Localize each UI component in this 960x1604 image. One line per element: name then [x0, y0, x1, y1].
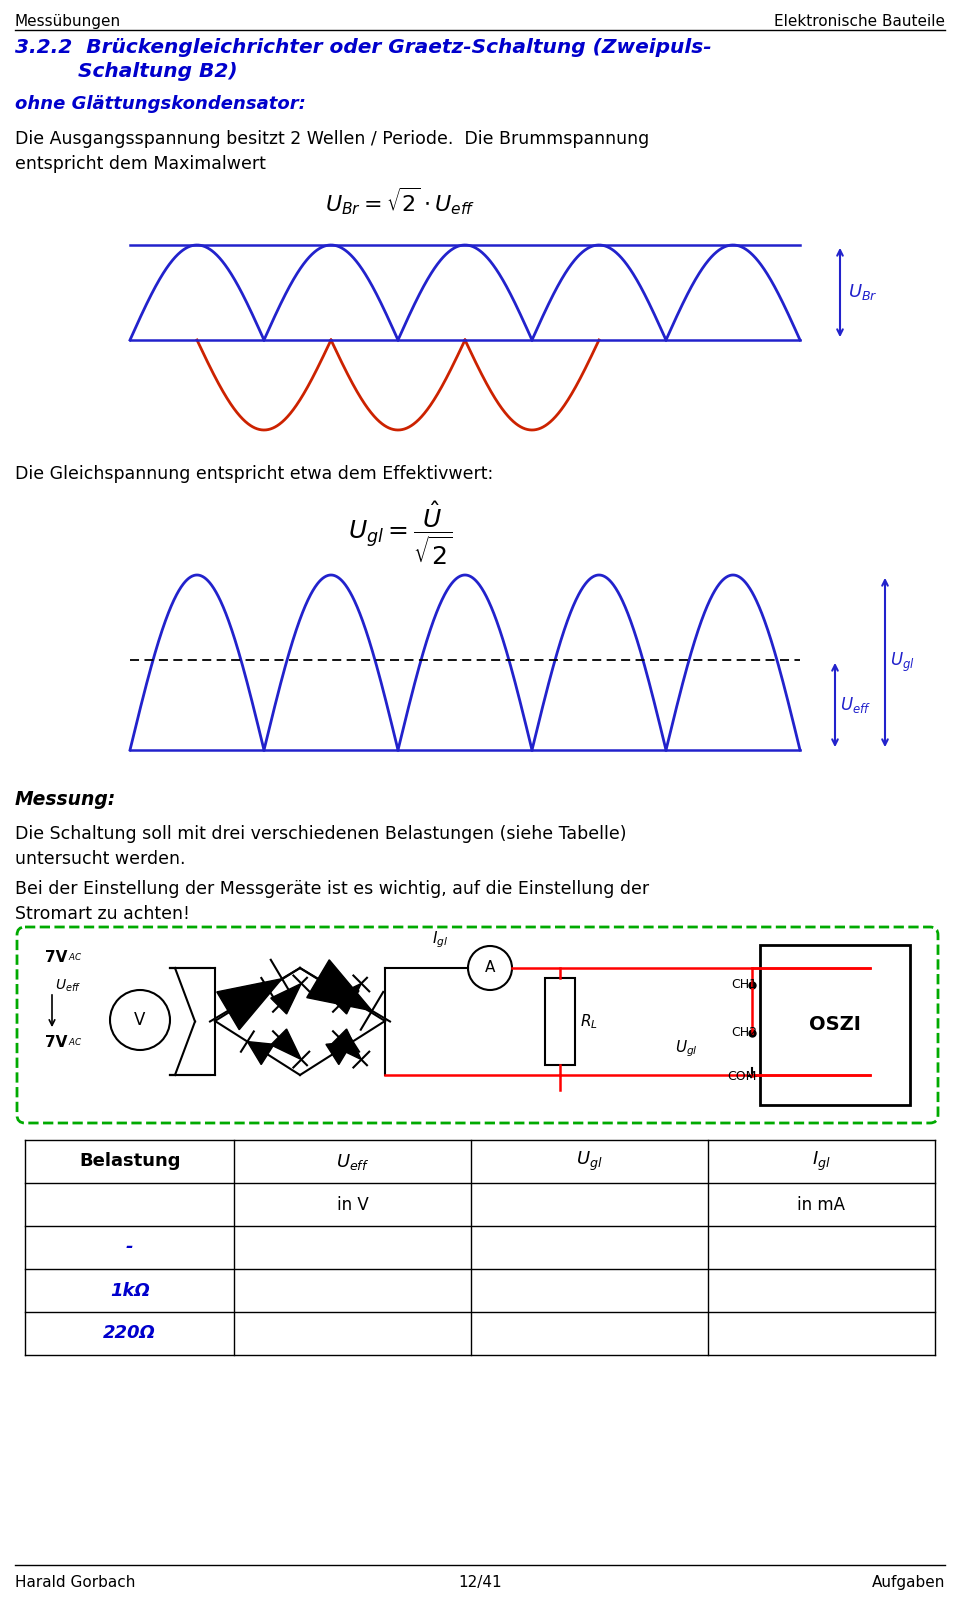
Polygon shape: [331, 983, 361, 1014]
Polygon shape: [271, 983, 301, 1014]
Text: Schaltung B2): Schaltung B2): [15, 63, 238, 80]
Text: Bei der Einstellung der Messgeräte ist es wichtig, auf die Einstellung der: Bei der Einstellung der Messgeräte ist e…: [15, 881, 649, 898]
Text: $_{AC}$: $_{AC}$: [68, 1035, 83, 1047]
Text: OSZI: OSZI: [809, 1015, 861, 1035]
Text: ohne Glättungskondensator:: ohne Glättungskondensator:: [15, 95, 306, 112]
Text: $U_{gl}$: $U_{gl}$: [675, 1038, 698, 1059]
Text: $R_L$: $R_L$: [580, 1012, 598, 1031]
Polygon shape: [307, 959, 372, 1011]
Polygon shape: [241, 988, 268, 1011]
Polygon shape: [217, 978, 282, 1030]
Text: $U_{eff}$: $U_{eff}$: [840, 695, 871, 715]
Text: 220Ω: 220Ω: [104, 1325, 156, 1343]
Text: $U_{eff}$: $U_{eff}$: [55, 978, 82, 994]
Text: 7V: 7V: [45, 950, 67, 966]
Text: Aufgaben: Aufgaben: [872, 1575, 945, 1590]
Text: COM: COM: [728, 1070, 757, 1083]
Polygon shape: [271, 1030, 301, 1060]
Bar: [760, 945, 910, 1105]
Text: 1kΩ: 1kΩ: [109, 1282, 150, 1299]
Text: CH1: CH1: [731, 978, 757, 991]
Text: V: V: [134, 1011, 146, 1030]
Text: $U_{Br}$: $U_{Br}$: [848, 282, 877, 303]
Text: Messübungen: Messübungen: [15, 14, 121, 29]
Text: Harald Gorbach: Harald Gorbach: [15, 1575, 135, 1590]
Text: $U_{Br} = \sqrt{2} \cdot U_{eff}$: $U_{Br} = \sqrt{2} \cdot U_{eff}$: [324, 184, 475, 217]
Text: -: -: [126, 1238, 133, 1256]
Text: in mA: in mA: [797, 1195, 845, 1214]
Text: $U_{eff}$: $U_{eff}$: [336, 1152, 370, 1171]
Text: Messung:: Messung:: [15, 791, 116, 808]
Polygon shape: [331, 1030, 361, 1060]
Text: Die Ausgangsspannung besitzt 2 Wellen / Periode.  Die Brummspannung: Die Ausgangsspannung besitzt 2 Wellen / …: [15, 130, 649, 148]
Text: Belastung: Belastung: [79, 1153, 180, 1171]
Text: Die Gleichspannung entspricht etwa dem Effektivwert:: Die Gleichspannung entspricht etwa dem E…: [15, 465, 493, 483]
Text: $_{AC}$: $_{AC}$: [68, 950, 83, 962]
Text: $U_{gl}$: $U_{gl}$: [890, 651, 915, 674]
Polygon shape: [332, 988, 359, 1011]
Text: $U_{gl}$: $U_{gl}$: [576, 1150, 603, 1173]
Text: $I_{gl}$: $I_{gl}$: [812, 1150, 830, 1173]
Text: $U_{gl} = \dfrac{\hat{U}}{\sqrt{2}}$: $U_{gl} = \dfrac{\hat{U}}{\sqrt{2}}$: [348, 500, 452, 568]
Polygon shape: [248, 1041, 274, 1065]
Text: CH2: CH2: [731, 1027, 757, 1039]
Text: 12/41: 12/41: [458, 1575, 502, 1590]
Text: untersucht werden.: untersucht werden.: [15, 850, 185, 868]
Text: entspricht dem Maximalwert: entspricht dem Maximalwert: [15, 156, 266, 173]
Text: Die Schaltung soll mit drei verschiedenen Belastungen (siehe Tabelle): Die Schaltung soll mit drei verschiedene…: [15, 824, 627, 844]
Text: $I_{gl}$: $I_{gl}$: [432, 929, 448, 950]
Text: A: A: [485, 961, 495, 975]
Bar: [545, 978, 575, 1065]
Polygon shape: [326, 1041, 352, 1065]
Text: 7V: 7V: [45, 1035, 67, 1051]
Text: 3.2.2  Brückengleichrichter oder Graetz-Schaltung (Zweipuls-: 3.2.2 Brückengleichrichter oder Graetz-S…: [15, 38, 711, 58]
Text: in V: in V: [337, 1195, 369, 1214]
Text: Elektronische Bauteile: Elektronische Bauteile: [774, 14, 945, 29]
Text: Stromart zu achten!: Stromart zu achten!: [15, 905, 190, 922]
